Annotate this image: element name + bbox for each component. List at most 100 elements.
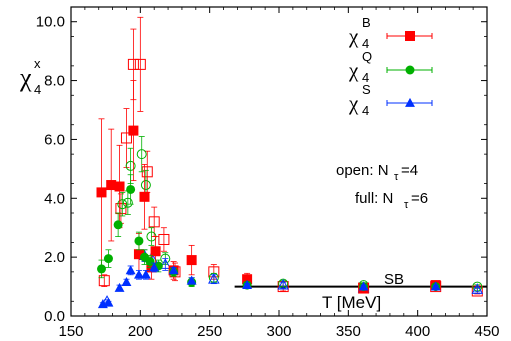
marker-triangle bbox=[242, 279, 253, 289]
legend-marker-square bbox=[405, 31, 415, 41]
marker-square bbox=[133, 249, 144, 260]
data-marks bbox=[96, 16, 484, 309]
series-b-full-point bbox=[128, 80, 139, 182]
series-q-open-point bbox=[122, 190, 133, 215]
series-s-full-point bbox=[121, 276, 132, 287]
y-tick-label: 10.0 bbox=[36, 14, 65, 31]
legend-label-sup: B bbox=[362, 15, 371, 30]
series-s-open-point bbox=[277, 278, 289, 290]
x-tick-label: 250 bbox=[197, 323, 222, 340]
legend-marker-circle bbox=[405, 65, 415, 75]
marker-circle bbox=[117, 199, 128, 210]
y-axis-label-sup: x bbox=[34, 56, 41, 71]
legend-label-sup: Q bbox=[362, 49, 372, 64]
marker-triangle bbox=[277, 278, 289, 290]
marker-square bbox=[148, 216, 160, 228]
marker-triangle bbox=[471, 283, 484, 294]
marker-triangle bbox=[168, 265, 179, 275]
marker-square bbox=[139, 191, 150, 202]
marker-triangle bbox=[208, 272, 220, 284]
y-tick-label: 8.0 bbox=[44, 73, 65, 90]
series-s-full-point bbox=[114, 282, 125, 292]
legend-entry-b: χB 4 bbox=[348, 15, 433, 51]
legend-label-sub: 4 bbox=[362, 36, 369, 51]
legend-label-sub: 4 bbox=[362, 70, 369, 85]
series-s-full-point bbox=[103, 297, 114, 307]
y-tick-label: 0.0 bbox=[44, 308, 65, 325]
series-q-open-point bbox=[117, 191, 128, 217]
axis-ticks: 150 200 250 300 350 400 450 0.0 2.0 4.0 6.0 8.0 10.0 bbox=[36, 7, 500, 340]
legend-label-base: χ bbox=[348, 91, 359, 115]
marker-square bbox=[120, 132, 132, 144]
marker-square bbox=[98, 275, 110, 287]
series-s-full-point bbox=[186, 275, 197, 285]
x-tick-label: 300 bbox=[266, 323, 291, 340]
series-s-full-point bbox=[430, 281, 441, 291]
marker-triangle bbox=[159, 258, 172, 269]
series-b-full-point bbox=[139, 164, 150, 230]
annotation-full-suffix: =6 bbox=[411, 190, 428, 207]
series-q-full-point bbox=[134, 231, 144, 251]
legend-marker-triangle bbox=[405, 97, 415, 107]
marker-circle bbox=[122, 197, 133, 208]
legend-label-base: χ bbox=[348, 58, 359, 82]
legend-entry-q: χQ 4 bbox=[348, 49, 433, 85]
series-s-full-point bbox=[242, 279, 253, 289]
series-q-full-point bbox=[139, 249, 149, 265]
marker-square bbox=[106, 180, 117, 191]
marker-triangle bbox=[121, 276, 132, 287]
legend-label-base: χ bbox=[348, 24, 359, 48]
marker-circle bbox=[140, 180, 151, 191]
series-q-full-point bbox=[126, 174, 136, 205]
marker-circle bbox=[97, 264, 107, 274]
marker-circle bbox=[134, 236, 144, 246]
marker-square bbox=[242, 274, 253, 285]
series-s-open-point bbox=[471, 283, 484, 294]
y-tick-label: 6.0 bbox=[44, 131, 65, 148]
marker-square bbox=[158, 233, 170, 245]
series-q-full-point bbox=[145, 255, 155, 268]
legend-label-sup: S bbox=[362, 82, 371, 97]
marker-square bbox=[114, 181, 125, 192]
series-q-full-point bbox=[113, 212, 123, 237]
marker-square bbox=[127, 58, 139, 70]
marker-circle bbox=[103, 254, 113, 264]
x-tick-label: 350 bbox=[336, 323, 361, 340]
series-s-full-point bbox=[168, 265, 179, 275]
marker-circle bbox=[126, 184, 136, 194]
series-s-open-point bbox=[208, 272, 220, 285]
marker-square bbox=[186, 255, 197, 266]
annotation-full: full: N τ =6 bbox=[355, 190, 428, 211]
marker-square bbox=[96, 187, 107, 198]
annotation-full-sub: τ bbox=[404, 199, 409, 211]
series-q-open-point bbox=[136, 136, 147, 173]
annotation-open: open: N τ =4 bbox=[336, 162, 418, 183]
annotation-open-suffix: =4 bbox=[401, 162, 418, 179]
series-q-full-point bbox=[103, 249, 113, 268]
series-b-full-point bbox=[96, 118, 107, 267]
marker-triangle bbox=[125, 265, 136, 275]
series-b-open-point bbox=[134, 16, 146, 112]
marker-circle bbox=[136, 149, 147, 160]
x-tick-label: 450 bbox=[474, 323, 499, 340]
x-tick-label: 200 bbox=[128, 323, 153, 340]
series-s-full-point bbox=[125, 265, 136, 276]
legend-label-sub: 4 bbox=[362, 103, 369, 118]
y-tick-label: 4.0 bbox=[44, 190, 65, 207]
marker-triangle bbox=[133, 269, 144, 279]
marker-square bbox=[115, 203, 127, 215]
y-tick-label: 2.0 bbox=[44, 249, 65, 266]
y-axis-label-sub: 4 bbox=[34, 82, 41, 97]
marker-triangle bbox=[114, 282, 125, 292]
series-b-full-point bbox=[186, 244, 197, 276]
series-b-open-point bbox=[120, 108, 132, 168]
marker-circle bbox=[113, 220, 123, 230]
series-q-full-point bbox=[97, 259, 107, 279]
marker-triangle bbox=[358, 281, 369, 291]
legend-entry-s: χS 4 bbox=[348, 82, 433, 118]
series-s-full-point bbox=[149, 262, 160, 273]
x-axis-label: T [MeV] bbox=[322, 293, 381, 312]
series-s-full-point bbox=[358, 281, 369, 291]
